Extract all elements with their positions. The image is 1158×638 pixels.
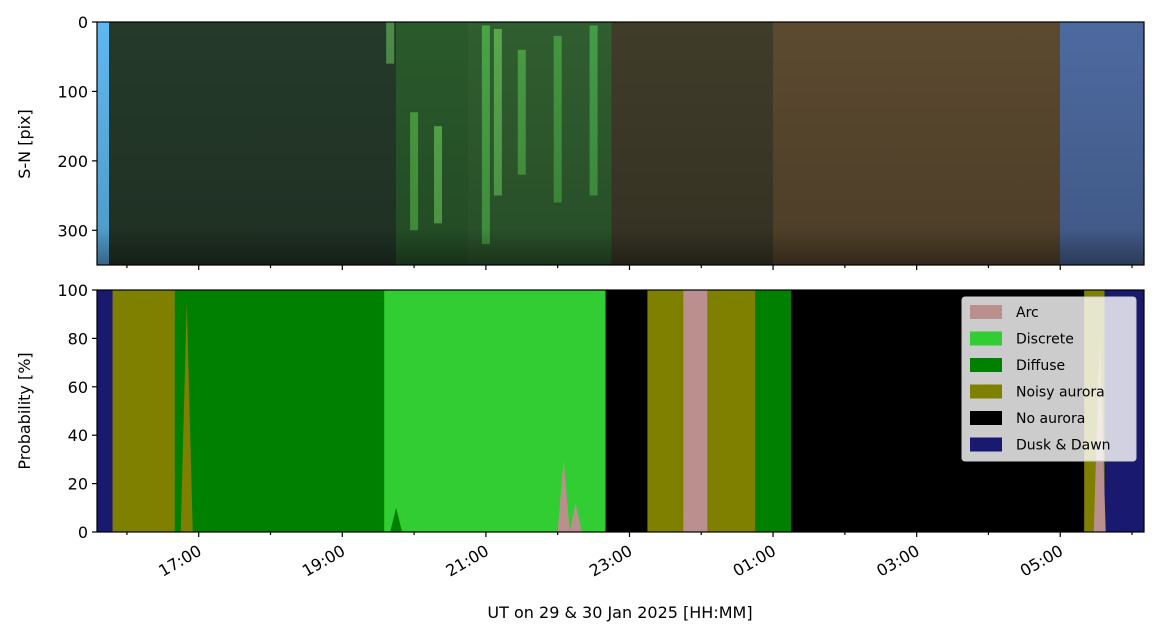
probability-x-tick-label: 19:00 [299, 541, 348, 581]
probability-area-discrete [384, 290, 607, 532]
probability-y-tick-label: 80 [68, 329, 88, 348]
keogram-y-tick-label: 200 [57, 152, 88, 171]
probability-x-tick-label: 23:00 [586, 541, 635, 581]
keogram-y-axis-label: S-N [pix] [15, 109, 34, 179]
legend-swatch [970, 411, 1002, 425]
probability-spike [557, 459, 570, 532]
legend-label: Diffuse [1016, 358, 1065, 374]
probability-y-tick-label: 60 [68, 378, 88, 397]
probability-spike [180, 302, 193, 532]
legend-swatch [970, 384, 1002, 399]
legend-swatch [970, 305, 1002, 319]
probability-y-tick-label: 20 [68, 475, 88, 494]
x-axis-label: UT on 29 & 30 Jan 2025 [HH:MM] [487, 603, 752, 622]
probability-spike [683, 350, 696, 532]
probability-x-tick-label: 03:00 [873, 541, 922, 581]
probability-spike [390, 507, 403, 532]
probability-y-axis: 0 20 40 60 80 100 [57, 281, 97, 542]
keogram-y-tick-label: 300 [57, 221, 88, 240]
probability-area-noisy-aurora [707, 290, 756, 532]
legend-label: Discrete [1016, 332, 1074, 348]
legend-label: Noisy aurora [1016, 385, 1105, 401]
keogram-y-axis: 0 100 200 300 [57, 13, 97, 240]
probability-panel: 0 20 40 60 80 100 17:00 19:00 21:00 23:00 01:00 03… [15, 281, 1145, 622]
probability-frame [96, 289, 1145, 533]
legend-box [961, 296, 1137, 462]
probability-area-noisy-aurora [647, 290, 684, 532]
probability-spike [569, 502, 582, 532]
probability-areas [97, 290, 1144, 532]
probability-y-axis-label: Probability [%] [15, 352, 34, 469]
probability-y-tick-label: 40 [68, 426, 88, 445]
probability-y-tick-label: 0 [78, 523, 88, 542]
probability-spikes [180, 302, 1106, 532]
legend-swatch [970, 358, 1002, 372]
legend-swatch [970, 331, 1002, 346]
legend-swatch [970, 437, 1002, 452]
probability-x-tick-label: 01:00 [730, 541, 779, 581]
probability-area-no-aurora [605, 290, 649, 532]
legend: Arc Discrete Diffuse Noisy aurora No aurora D… [961, 296, 1137, 462]
legend-label: No aurora [1016, 411, 1085, 427]
probability-x-tick-label: 05:00 [1017, 541, 1066, 581]
probability-area-diffuse [755, 290, 792, 532]
keogram-panel: 0 100 200 300 S-N [pix] [15, 13, 1145, 270]
keogram-frame [96, 21, 1145, 266]
keogram-x-ticks [126, 265, 1133, 270]
probability-x-axis: 17:00 19:00 21:00 23:00 01:00 03:00 05:00 [126, 532, 1133, 581]
probability-y-tick-label: 100 [57, 281, 88, 300]
keogram-y-tick-label: 100 [57, 82, 88, 101]
probability-area-dusk-dawn [97, 290, 114, 532]
probability-area-noisy-aurora [112, 290, 176, 532]
legend-label: Dusk & Dawn [1016, 438, 1111, 454]
probability-x-tick-label: 17:00 [155, 541, 204, 581]
probability-area-diffuse [174, 290, 385, 532]
keogram-shading [97, 22, 1144, 265]
legend-label: Arc [1016, 305, 1039, 321]
probability-x-tick-label: 21:00 [442, 541, 491, 581]
keogram-y-tick-label: 0 [78, 13, 88, 32]
